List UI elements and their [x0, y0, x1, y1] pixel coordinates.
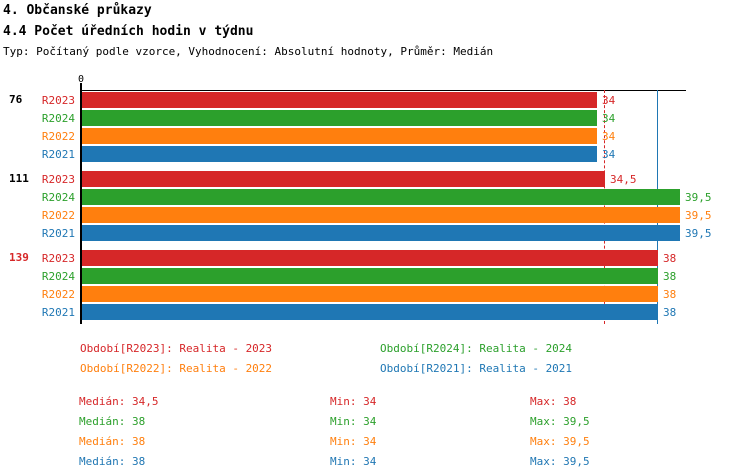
bar-value-label: 34 — [602, 148, 616, 161]
x-axis-line — [80, 90, 686, 91]
stat-max: Max: 39,5 — [530, 435, 590, 448]
report-title: 4. Občanské průkazy — [3, 3, 152, 18]
stat-median: Medián: 38 — [79, 415, 146, 428]
bar-value-label: 34 — [602, 130, 616, 143]
bar — [82, 304, 658, 320]
bar — [82, 146, 597, 162]
legend-item: Období[R2021]: Realita - 2021 — [380, 362, 573, 375]
stat-min: Min: 34 — [330, 435, 377, 448]
stat-max: Max: 39,5 — [530, 415, 590, 428]
stat-median: Medián: 38 — [79, 435, 146, 448]
bar-value-label: 38 — [663, 306, 677, 319]
bar — [82, 110, 597, 126]
series-label: R2022 — [41, 130, 75, 143]
series-label: R2022 — [41, 288, 75, 301]
stat-median: Medián: 34,5 — [79, 395, 159, 408]
bar-value-label: 34,5 — [610, 173, 637, 186]
bar — [82, 189, 680, 205]
series-label: R2022 — [41, 209, 75, 222]
axis-origin-label: 0 — [77, 74, 85, 85]
bar-value-label: 38 — [663, 252, 677, 265]
series-label: R2021 — [41, 148, 75, 161]
stat-min: Min: 34 — [330, 395, 377, 408]
y-axis-line — [80, 83, 82, 324]
bar-value-label: 39,5 — [685, 191, 712, 204]
chart-title: 4.4 Počet úředních hodin v týdnu — [3, 24, 254, 39]
stat-median: Medián: 38 — [79, 455, 146, 468]
stat-max: Max: 39,5 — [530, 455, 590, 468]
series-label: R2021 — [41, 227, 75, 240]
series-label: R2024 — [41, 112, 75, 125]
bar — [82, 128, 597, 144]
bar — [82, 268, 658, 284]
legend-item: Období[R2022]: Realita - 2022 — [80, 362, 273, 375]
bar — [82, 225, 680, 241]
series-label: R2023 — [41, 94, 75, 107]
bar — [82, 286, 658, 302]
group-label: 111 — [9, 172, 29, 185]
bar-value-label: 38 — [663, 288, 677, 301]
bar-value-label: 39,5 — [685, 209, 712, 222]
bar-value-label: 34 — [602, 94, 616, 107]
bar — [82, 250, 658, 266]
stat-min: Min: 34 — [330, 455, 377, 468]
bar — [82, 92, 597, 108]
bar-value-label: 38 — [663, 270, 677, 283]
bar — [82, 171, 605, 187]
stat-min: Min: 34 — [330, 415, 377, 428]
group-label: 139 — [9, 251, 29, 264]
series-label: R2024 — [41, 191, 75, 204]
series-label: R2023 — [41, 252, 75, 265]
bar — [82, 207, 680, 223]
legend-item: Období[R2024]: Realita - 2024 — [380, 342, 573, 355]
series-label: R2023 — [41, 173, 75, 186]
legend-item: Období[R2023]: Realita - 2023 — [80, 342, 273, 355]
stat-max: Max: 38 — [530, 395, 577, 408]
chart-subtitle: Typ: Počítaný podle vzorce, Vyhodnocení:… — [3, 45, 494, 58]
series-label: R2021 — [41, 306, 75, 319]
series-label: R2024 — [41, 270, 75, 283]
bar-value-label: 34 — [602, 112, 616, 125]
bar-value-label: 39,5 — [685, 227, 712, 240]
group-label: 76 — [9, 93, 23, 106]
